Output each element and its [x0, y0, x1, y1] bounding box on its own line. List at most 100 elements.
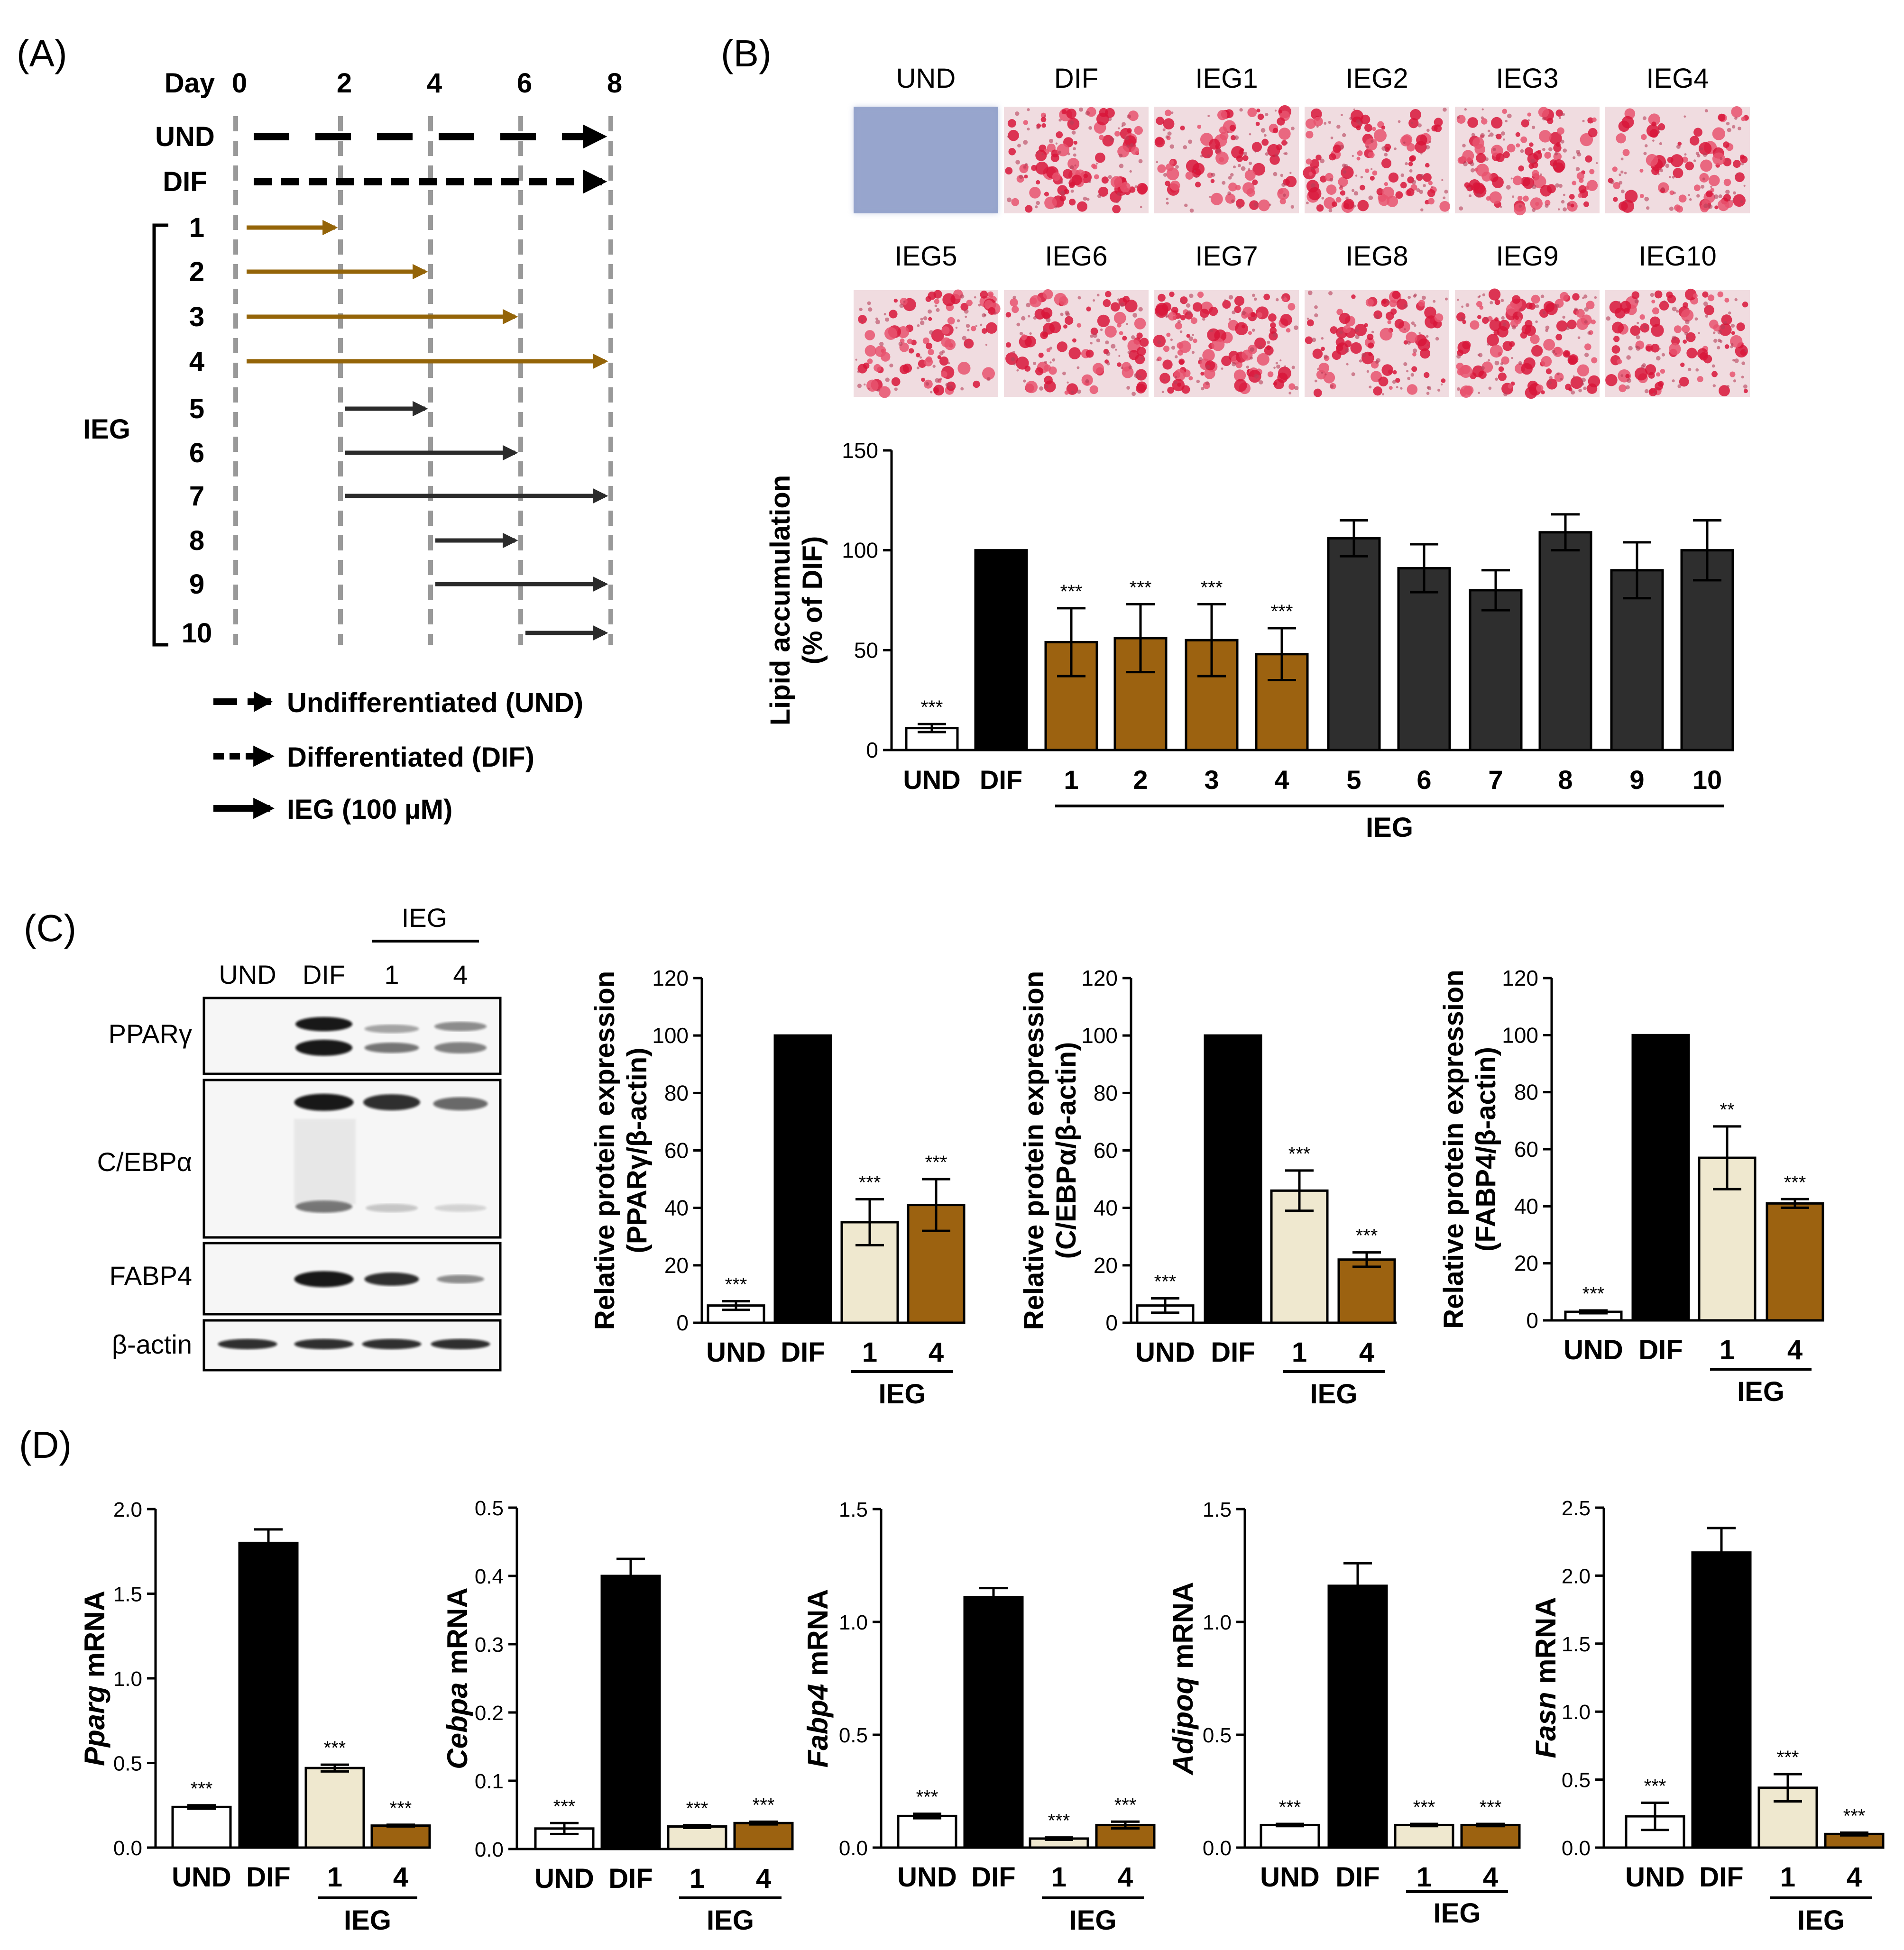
- micrograph-ieg3: [1455, 107, 1600, 216]
- image-label-ieg1: IEG1: [1195, 63, 1258, 94]
- y-axis-label: (% of DIF): [797, 536, 828, 665]
- y-tick-label: 2.0: [1562, 1565, 1591, 1588]
- micrograph-ieg5: [854, 289, 1001, 398]
- x-category-label: DIF: [1699, 1862, 1743, 1893]
- image-label-und: UND: [896, 63, 956, 94]
- day-tick-2: 2: [337, 68, 352, 99]
- y-tick-label: 1.0: [113, 1667, 142, 1691]
- band-fabp4-dif: [294, 1271, 354, 1287]
- blot-group-label: IEG: [402, 903, 447, 933]
- bar-4: [370, 1824, 431, 1849]
- x-category-label: DIF: [1211, 1337, 1255, 1368]
- y-tick-label: 20: [1514, 1251, 1538, 1276]
- day-tick-8: 8: [607, 68, 622, 99]
- chart-d5: 0.0 0.5 1.0 1.5 2.0 2.5 Fasn mRNA *** UND DIF *** 1…: [1530, 1497, 1885, 1936]
- x-category-label: 4: [1118, 1862, 1133, 1893]
- x-category-label: UND: [1625, 1862, 1685, 1893]
- image-label-ieg8: IEG8: [1345, 241, 1408, 272]
- y-tick-label: 80: [1094, 1080, 1118, 1105]
- y-axis-label: Relative protein expression: [1019, 971, 1049, 1330]
- chart-c3: 0 20 40 60 80 100 120 Relative protein expressi…: [1438, 966, 1824, 1407]
- significance-label: ***: [1480, 1797, 1502, 1818]
- bar-7: [1469, 589, 1523, 751]
- chart-d1: 0.0 0.5 1.0 1.5 2.0 Pparg mRNA *** UND DIF *** 1 **…: [79, 1498, 431, 1936]
- bar-dif: [1327, 1584, 1388, 1849]
- micrograph-und: [854, 107, 998, 213]
- x-category-label: 1: [1720, 1335, 1735, 1365]
- x-category-label: 1: [1292, 1337, 1307, 1368]
- significance-label: ***: [1288, 1144, 1311, 1164]
- y-tick-label: 0.5: [1562, 1769, 1591, 1792]
- bar-dif: [1204, 1034, 1262, 1324]
- panel-label-b: (B): [721, 32, 772, 74]
- row-label-und: UND: [155, 121, 215, 152]
- bar-dif: [1631, 1034, 1690, 1322]
- band-cebpa-4: [433, 1097, 488, 1110]
- significance-label: ***: [1413, 1797, 1435, 1818]
- x-category-label: 4: [929, 1337, 944, 1368]
- x-category-label: 4: [1483, 1862, 1498, 1893]
- y-tick-label: 60: [1514, 1137, 1538, 1162]
- y-tick-label: 100: [1502, 1023, 1538, 1047]
- y-axis-label: Lipid accumulation: [765, 475, 796, 726]
- y-axis-label-unit: mRNA: [79, 1591, 110, 1685]
- x-category-label: 10: [1692, 765, 1722, 795]
- x-category-label: DIF: [781, 1337, 825, 1368]
- y-axis-label-gene: Fasn: [1530, 1692, 1562, 1758]
- significance-label: ***: [1279, 1797, 1301, 1818]
- group-label: IEG: [344, 1905, 391, 1936]
- band-cebpa-dif: [294, 1094, 354, 1111]
- y-tick-label: 40: [1514, 1194, 1538, 1218]
- panel-label-c: (C): [24, 907, 76, 949]
- y-axis-label: (C/EBPα/β-actin): [1051, 1042, 1082, 1259]
- x-category-label: 2: [1133, 765, 1148, 795]
- row-label-7: 7: [189, 481, 204, 512]
- y-tick-label: 60: [664, 1138, 689, 1163]
- group-label: IEG: [1797, 1905, 1845, 1936]
- significance-label: ***: [1201, 577, 1223, 598]
- significance-label: ***: [686, 1798, 708, 1819]
- group-label: IEG: [1737, 1376, 1784, 1407]
- significance-label: ***: [1114, 1794, 1137, 1815]
- panel-label-a: (A): [17, 32, 67, 74]
- image-label-ieg3: IEG3: [1496, 63, 1558, 94]
- significance-label: ***: [191, 1778, 213, 1799]
- day-label: Day: [165, 68, 215, 99]
- x-category-label: DIF: [1335, 1862, 1380, 1893]
- band-actin-0: [218, 1339, 277, 1349]
- y-tick-label: 2.0: [113, 1498, 142, 1521]
- y-tick-label: 100: [652, 1023, 689, 1048]
- bar-6: [1397, 567, 1451, 751]
- micrograph-ieg6: [1004, 289, 1149, 397]
- image-label-ieg5: IEG5: [894, 241, 957, 272]
- image-label-ieg4: IEG4: [1646, 63, 1709, 94]
- image-label-ieg9: IEG9: [1496, 241, 1558, 272]
- bar-4: [1337, 1258, 1396, 1324]
- bar-9: [1610, 569, 1664, 751]
- y-tick-label: 0: [1105, 1310, 1118, 1335]
- panel-label-d: (D): [19, 1424, 72, 1466]
- band-cebpa-1-lower: [366, 1204, 418, 1212]
- legend-und-head: [254, 691, 273, 712]
- x-category-label: 5: [1346, 765, 1361, 795]
- y-axis-label: Adipoq mRNA: [1167, 1582, 1199, 1776]
- x-category-label: 3: [1204, 765, 1219, 795]
- y-tick-label: 1.5: [1562, 1633, 1591, 1656]
- y-axis-label-gene: Adipoq: [1167, 1677, 1199, 1776]
- band-cebpa-4-lower: [434, 1204, 487, 1212]
- significance-label: ***: [1154, 1272, 1177, 1292]
- y-tick-label: 0.0: [475, 1838, 504, 1861]
- y-tick-label: 1.0: [1203, 1611, 1232, 1634]
- bar-und: [1625, 1815, 1685, 1849]
- group-label: IEG: [879, 1379, 926, 1410]
- significance-label: ***: [1356, 1226, 1378, 1246]
- micrograph-ieg10: [1605, 288, 1750, 397]
- row-label-10: 10: [182, 618, 212, 649]
- bar-4: [733, 1822, 794, 1850]
- blot-lane-4: 4: [453, 960, 468, 989]
- y-tick-label: 120: [1502, 966, 1538, 990]
- y-tick-label: 40: [1094, 1196, 1118, 1220]
- y-tick-label: 0.2: [475, 1702, 504, 1725]
